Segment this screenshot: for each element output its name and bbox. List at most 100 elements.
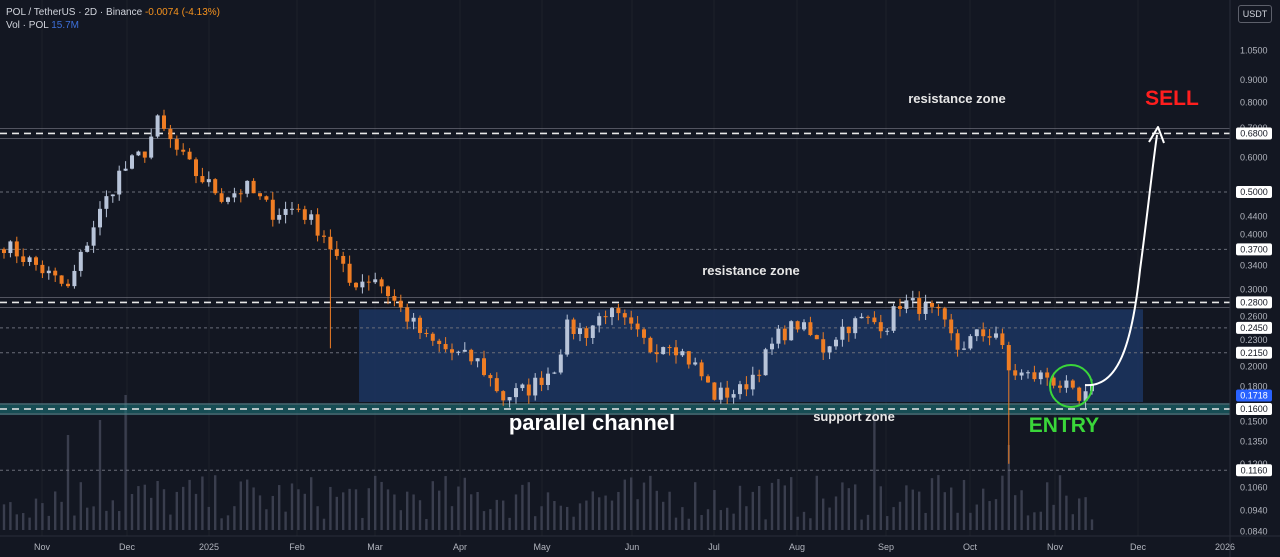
candle-body bbox=[533, 377, 538, 396]
candle-body bbox=[462, 349, 467, 352]
candle-body bbox=[546, 373, 550, 385]
candle-body bbox=[232, 193, 237, 198]
candle-body bbox=[91, 227, 96, 246]
candle-body bbox=[661, 347, 666, 355]
price-badge bbox=[1236, 127, 1272, 140]
candle-body bbox=[443, 344, 448, 350]
candle-body bbox=[123, 168, 128, 171]
time-tick-label: Jun bbox=[625, 542, 640, 552]
candle-body bbox=[827, 346, 832, 353]
volume-bar bbox=[572, 516, 575, 530]
volume-bar bbox=[860, 519, 863, 530]
candle-body bbox=[552, 372, 557, 374]
price-badge-label: 0.2800 bbox=[1240, 298, 1268, 308]
candle-body bbox=[283, 208, 288, 215]
candle-body bbox=[418, 317, 422, 333]
volume-bar bbox=[1046, 482, 1049, 530]
currency-unit-button[interactable]: USDT bbox=[1238, 5, 1272, 23]
candle-body bbox=[142, 151, 147, 158]
price-axis[interactable]: 1.05000.90000.80000.70000.60000.44000.40… bbox=[1236, 46, 1272, 537]
volume-bar bbox=[380, 481, 383, 530]
candle-body bbox=[725, 387, 730, 398]
candle-body bbox=[398, 300, 403, 308]
volume-bar bbox=[751, 491, 754, 530]
price-badge-label: 0.5000 bbox=[1240, 187, 1268, 197]
volume-bar bbox=[482, 511, 486, 530]
candle-body bbox=[155, 115, 160, 137]
time-axis[interactable]: Nov Dec 2025 Feb Mar Apr May Jun Jul Aug Sep Oct Nov… bbox=[34, 542, 1235, 552]
volume-bar bbox=[790, 477, 793, 530]
volume-bar bbox=[873, 410, 876, 530]
candle-body bbox=[1058, 385, 1062, 388]
volume-bar bbox=[674, 517, 678, 530]
volume-bar bbox=[105, 510, 108, 530]
price-tick-label: 0.8000 bbox=[1240, 97, 1268, 107]
candle-body bbox=[437, 340, 442, 345]
candle-body bbox=[354, 282, 358, 288]
candle-body bbox=[85, 245, 90, 252]
volume-bar bbox=[489, 509, 492, 530]
entry-label: ENTRY bbox=[1029, 414, 1099, 437]
candle-body bbox=[290, 208, 294, 210]
candle-body bbox=[1013, 370, 1018, 376]
candle-body bbox=[34, 257, 38, 265]
volume-title[interactable]: Vol · POL bbox=[6, 20, 49, 31]
symbol-title[interactable]: POL / TetherUS · 2D · Binance bbox=[6, 7, 143, 18]
candle-body bbox=[181, 149, 186, 152]
volume-bar bbox=[514, 494, 518, 530]
candle-body bbox=[981, 329, 986, 337]
candle-body bbox=[475, 358, 480, 362]
price-badge-label: 0.1160 bbox=[1241, 465, 1268, 475]
volume-bar bbox=[316, 506, 319, 530]
volume-bar bbox=[476, 491, 479, 530]
volume-bar bbox=[578, 503, 582, 530]
candle-body bbox=[558, 354, 563, 373]
candle-body bbox=[757, 374, 762, 376]
volume-bar bbox=[214, 475, 217, 530]
candle-body bbox=[616, 308, 621, 314]
volume-bar bbox=[834, 496, 838, 530]
volume-bar bbox=[988, 501, 991, 530]
volume-bar bbox=[169, 514, 172, 530]
candle-body bbox=[110, 194, 115, 197]
volume-bar bbox=[994, 499, 998, 530]
volume-bar bbox=[226, 515, 230, 530]
candle-body bbox=[763, 349, 768, 376]
volume-bar bbox=[290, 483, 294, 530]
candle-body bbox=[571, 319, 576, 335]
volume-bar bbox=[367, 488, 370, 530]
candle-body bbox=[917, 298, 922, 314]
volume-bar bbox=[233, 506, 236, 530]
volume-bar bbox=[1026, 515, 1030, 530]
candle-body bbox=[520, 384, 525, 389]
candle-body bbox=[424, 332, 429, 334]
time-tick-label: May bbox=[533, 542, 551, 552]
resistance-zone-mid-label: resistance zone bbox=[702, 263, 800, 278]
candle-body bbox=[494, 378, 499, 392]
candle-body bbox=[578, 328, 582, 335]
volume-bar bbox=[1001, 475, 1004, 530]
volume-bar bbox=[54, 491, 57, 530]
price-tick-label: 0.4000 bbox=[1240, 229, 1268, 239]
candle-body bbox=[994, 333, 998, 338]
price-tick-label: 0.6000 bbox=[1240, 152, 1268, 162]
candle-body bbox=[686, 351, 691, 365]
candle-body bbox=[46, 270, 51, 274]
volume-bar bbox=[764, 519, 767, 530]
volume-bar bbox=[1052, 504, 1055, 530]
candle-body bbox=[955, 333, 960, 350]
volume-bar bbox=[540, 506, 543, 530]
volume-bar bbox=[930, 478, 934, 530]
volume-bar bbox=[713, 490, 716, 530]
volume-bar bbox=[86, 507, 89, 530]
volume-bar bbox=[386, 489, 390, 530]
candle-body bbox=[872, 317, 877, 323]
volume-bar bbox=[188, 479, 191, 530]
volume-bar bbox=[610, 500, 614, 530]
volume-bar bbox=[361, 517, 364, 530]
volume-bar bbox=[911, 489, 914, 530]
volume-bar bbox=[66, 435, 70, 530]
volume-bar bbox=[137, 486, 140, 530]
